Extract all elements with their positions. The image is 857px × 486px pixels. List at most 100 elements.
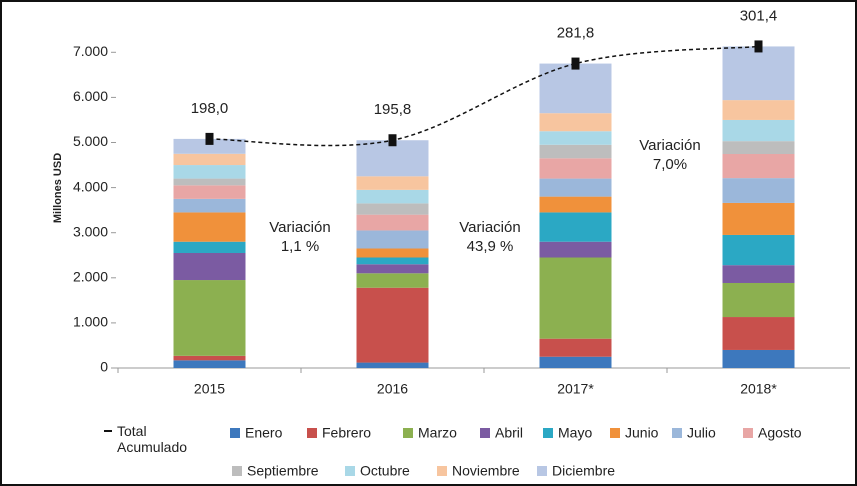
bar-segment xyxy=(356,248,429,258)
bar-segment xyxy=(356,230,429,249)
x-tick-label: 2016 xyxy=(377,381,408,397)
y-axis-label: Millones USD xyxy=(52,153,64,223)
legend-swatch xyxy=(743,428,753,438)
bar-segment xyxy=(539,158,612,179)
legend-label: Febrero xyxy=(322,425,371,441)
legend-swatch xyxy=(345,466,355,476)
annotation: Variación xyxy=(459,219,520,236)
bar-segment xyxy=(539,144,612,159)
line-marker xyxy=(205,132,214,145)
y-tick-label: 1.000 xyxy=(73,314,108,330)
bar-segment xyxy=(722,119,795,142)
legend-label: Junio xyxy=(625,425,659,441)
legend-label: Octubre xyxy=(360,463,410,479)
bar-segment xyxy=(722,178,795,203)
legend-swatch xyxy=(537,466,547,476)
bar-segment xyxy=(356,362,429,368)
bar-segment xyxy=(722,265,795,283)
bar-segment xyxy=(356,273,429,288)
bar-segment xyxy=(539,356,612,368)
bar-segment xyxy=(539,257,612,339)
annotation: 43,9 % xyxy=(467,238,514,255)
y-tick-label: 3.000 xyxy=(73,223,108,239)
legend-swatch xyxy=(672,428,682,438)
y-tick-label: 7.000 xyxy=(73,43,108,59)
x-tick-label: 2017* xyxy=(557,381,594,397)
bar-segment xyxy=(173,178,246,186)
legend-label: Enero xyxy=(245,425,283,441)
bar-segment xyxy=(539,63,612,114)
annotation: 1,1 % xyxy=(281,238,319,255)
bar-segment xyxy=(722,234,795,266)
legend-swatch xyxy=(610,428,620,438)
legend-label: Abril xyxy=(495,425,523,441)
line-marker xyxy=(754,40,763,53)
bar-segment xyxy=(722,46,795,101)
point-label: 195,8 xyxy=(374,101,412,118)
annotation: 7,0% xyxy=(653,156,687,173)
bar-segment xyxy=(722,317,795,350)
y-tick-label: 2.000 xyxy=(73,269,108,285)
legend-label: Mayo xyxy=(558,425,592,441)
legend-label: Julio xyxy=(687,425,716,441)
annotation: Variación xyxy=(639,137,700,154)
bar-segment xyxy=(173,212,246,242)
bar-segment xyxy=(539,131,612,145)
bar-segment xyxy=(722,100,795,120)
annotation: Variación xyxy=(269,219,330,236)
bar-segment xyxy=(173,153,246,166)
bar-segment xyxy=(356,287,429,363)
y-tick-label: 4.000 xyxy=(73,178,108,194)
bar-segment xyxy=(722,202,795,235)
legend-swatch xyxy=(232,466,242,476)
legend-text: Total Acumulado xyxy=(117,423,188,455)
bar-segment xyxy=(722,282,795,318)
line-marker xyxy=(571,57,580,70)
bar-segment xyxy=(539,241,612,258)
bar-segment xyxy=(356,257,429,265)
bar-segment xyxy=(539,338,612,357)
legend-label: Marzo xyxy=(418,425,457,441)
bar-segment xyxy=(173,138,246,154)
bar-segment xyxy=(356,189,429,204)
bar-segment xyxy=(722,141,795,155)
legend-label: Septiembre xyxy=(247,463,319,479)
bar-segment xyxy=(539,178,612,197)
bar-segment xyxy=(173,360,246,368)
bar-segment xyxy=(173,165,246,179)
point-label: 198,0 xyxy=(191,100,229,117)
line-marker xyxy=(388,134,397,147)
point-label: 301,4 xyxy=(740,7,778,24)
bar-segment xyxy=(173,198,246,213)
legend-swatch xyxy=(230,428,240,438)
bar-segment xyxy=(722,349,795,368)
y-tick-label: 5.000 xyxy=(73,133,108,149)
bar-segment xyxy=(356,264,429,274)
bar-segment xyxy=(539,212,612,242)
bar-segment xyxy=(722,154,795,179)
bar-segment xyxy=(356,214,429,231)
legend-swatch xyxy=(437,466,447,476)
bar-segment xyxy=(173,241,246,253)
legend-swatch xyxy=(480,428,490,438)
y-tick-label: 0 xyxy=(100,359,108,375)
point-label: 281,8 xyxy=(557,25,595,42)
bar-segment xyxy=(356,176,429,190)
bar-segment xyxy=(173,252,246,281)
legend-swatch xyxy=(543,428,553,438)
x-tick-label: 2015 xyxy=(194,381,225,397)
legend-label: Total Acumulado xyxy=(117,423,188,455)
bar-segment xyxy=(173,355,246,361)
total-line xyxy=(209,45,759,147)
bar-segment xyxy=(356,203,429,215)
legend-label: Noviembre xyxy=(452,463,520,479)
bar-segment xyxy=(539,113,612,132)
bar-segment xyxy=(173,185,246,199)
bar-segment xyxy=(539,196,612,213)
legend-swatch xyxy=(307,428,317,438)
y-tick-label: 6.000 xyxy=(73,88,108,104)
legend-label: Agosto xyxy=(758,425,802,441)
x-tick-label: 2018* xyxy=(740,381,777,397)
